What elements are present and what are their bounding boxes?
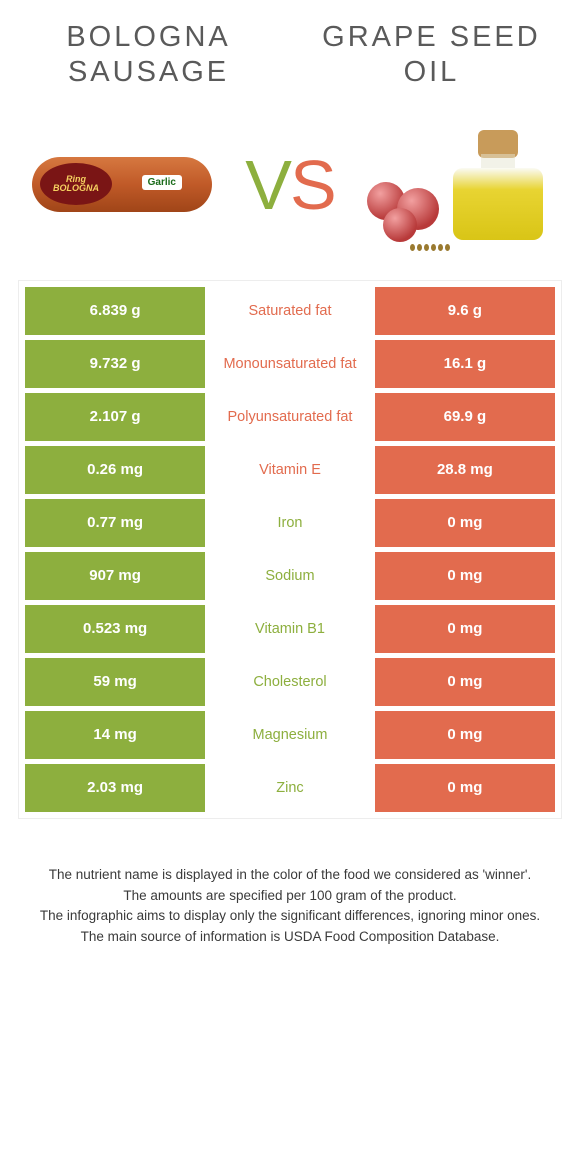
nutrient-label: Magnesium <box>205 711 375 759</box>
right-value: 0 mg <box>375 499 555 547</box>
vs-v: V <box>245 146 290 224</box>
footer-line: The nutrient name is displayed in the co… <box>28 865 552 886</box>
right-value: 28.8 mg <box>375 446 555 494</box>
footer-notes: The nutrient name is displayed in the co… <box>18 865 562 949</box>
vs-label: VS <box>245 145 334 225</box>
left-value: 0.77 mg <box>25 499 205 547</box>
right-value: 0 mg <box>375 552 555 600</box>
right-value: 69.9 g <box>375 393 555 441</box>
left-value: 6.839 g <box>25 287 205 335</box>
left-value: 14 mg <box>25 711 205 759</box>
right-value: 0 mg <box>375 764 555 812</box>
bologna-sausage-image: RingBOLOGNA Garlic <box>22 120 222 250</box>
nutrient-label: Cholesterol <box>205 658 375 706</box>
table-row: 0.523 mgVitamin B10 mg <box>25 605 555 653</box>
left-value: 2.03 mg <box>25 764 205 812</box>
right-value: 9.6 g <box>375 287 555 335</box>
hero-row: RingBOLOGNA Garlic VS <box>18 120 562 250</box>
table-row: 9.732 gMonounsaturated fat16.1 g <box>25 340 555 388</box>
footer-line: The amounts are specified per 100 gram o… <box>28 886 552 907</box>
right-value: 16.1 g <box>375 340 555 388</box>
table-row: 0.77 mgIron0 mg <box>25 499 555 547</box>
left-value: 2.107 g <box>25 393 205 441</box>
footer-line: The main source of information is USDA F… <box>28 927 552 948</box>
left-value: 907 mg <box>25 552 205 600</box>
footer-line: The infographic aims to display only the… <box>28 906 552 927</box>
title-row: BOLOGNA SAUSAGE GRAPE SEED OIL <box>18 20 562 90</box>
table-row: 14 mgMagnesium0 mg <box>25 711 555 759</box>
left-value: 0.26 mg <box>25 446 205 494</box>
table-row: 6.839 gSaturated fat9.6 g <box>25 287 555 335</box>
table-row: 2.03 mgZinc0 mg <box>25 764 555 812</box>
left-value: 9.732 g <box>25 340 205 388</box>
table-row: 59 mgCholesterol0 mg <box>25 658 555 706</box>
nutrient-label: Vitamin B1 <box>205 605 375 653</box>
title-right: GRAPE SEED OIL <box>301 20 562 90</box>
right-value: 0 mg <box>375 605 555 653</box>
nutrient-label: Zinc <box>205 764 375 812</box>
nutrient-table: 6.839 gSaturated fat9.6 g 9.732 gMonounsa… <box>18 280 562 819</box>
left-value: 59 mg <box>25 658 205 706</box>
vs-s: S <box>290 146 335 224</box>
grape-seed-oil-image <box>358 120 558 250</box>
right-value: 0 mg <box>375 711 555 759</box>
table-row: 2.107 gPolyunsaturated fat69.9 g <box>25 393 555 441</box>
nutrient-label: Saturated fat <box>205 287 375 335</box>
nutrient-label: Monounsaturated fat <box>205 340 375 388</box>
table-row: 0.26 mgVitamin E28.8 mg <box>25 446 555 494</box>
nutrient-label: Sodium <box>205 552 375 600</box>
nutrient-label: Iron <box>205 499 375 547</box>
title-left: BOLOGNA SAUSAGE <box>18 20 279 90</box>
nutrient-label: Vitamin E <box>205 446 375 494</box>
right-value: 0 mg <box>375 658 555 706</box>
nutrient-label: Polyunsaturated fat <box>205 393 375 441</box>
left-value: 0.523 mg <box>25 605 205 653</box>
table-row: 907 mgSodium0 mg <box>25 552 555 600</box>
